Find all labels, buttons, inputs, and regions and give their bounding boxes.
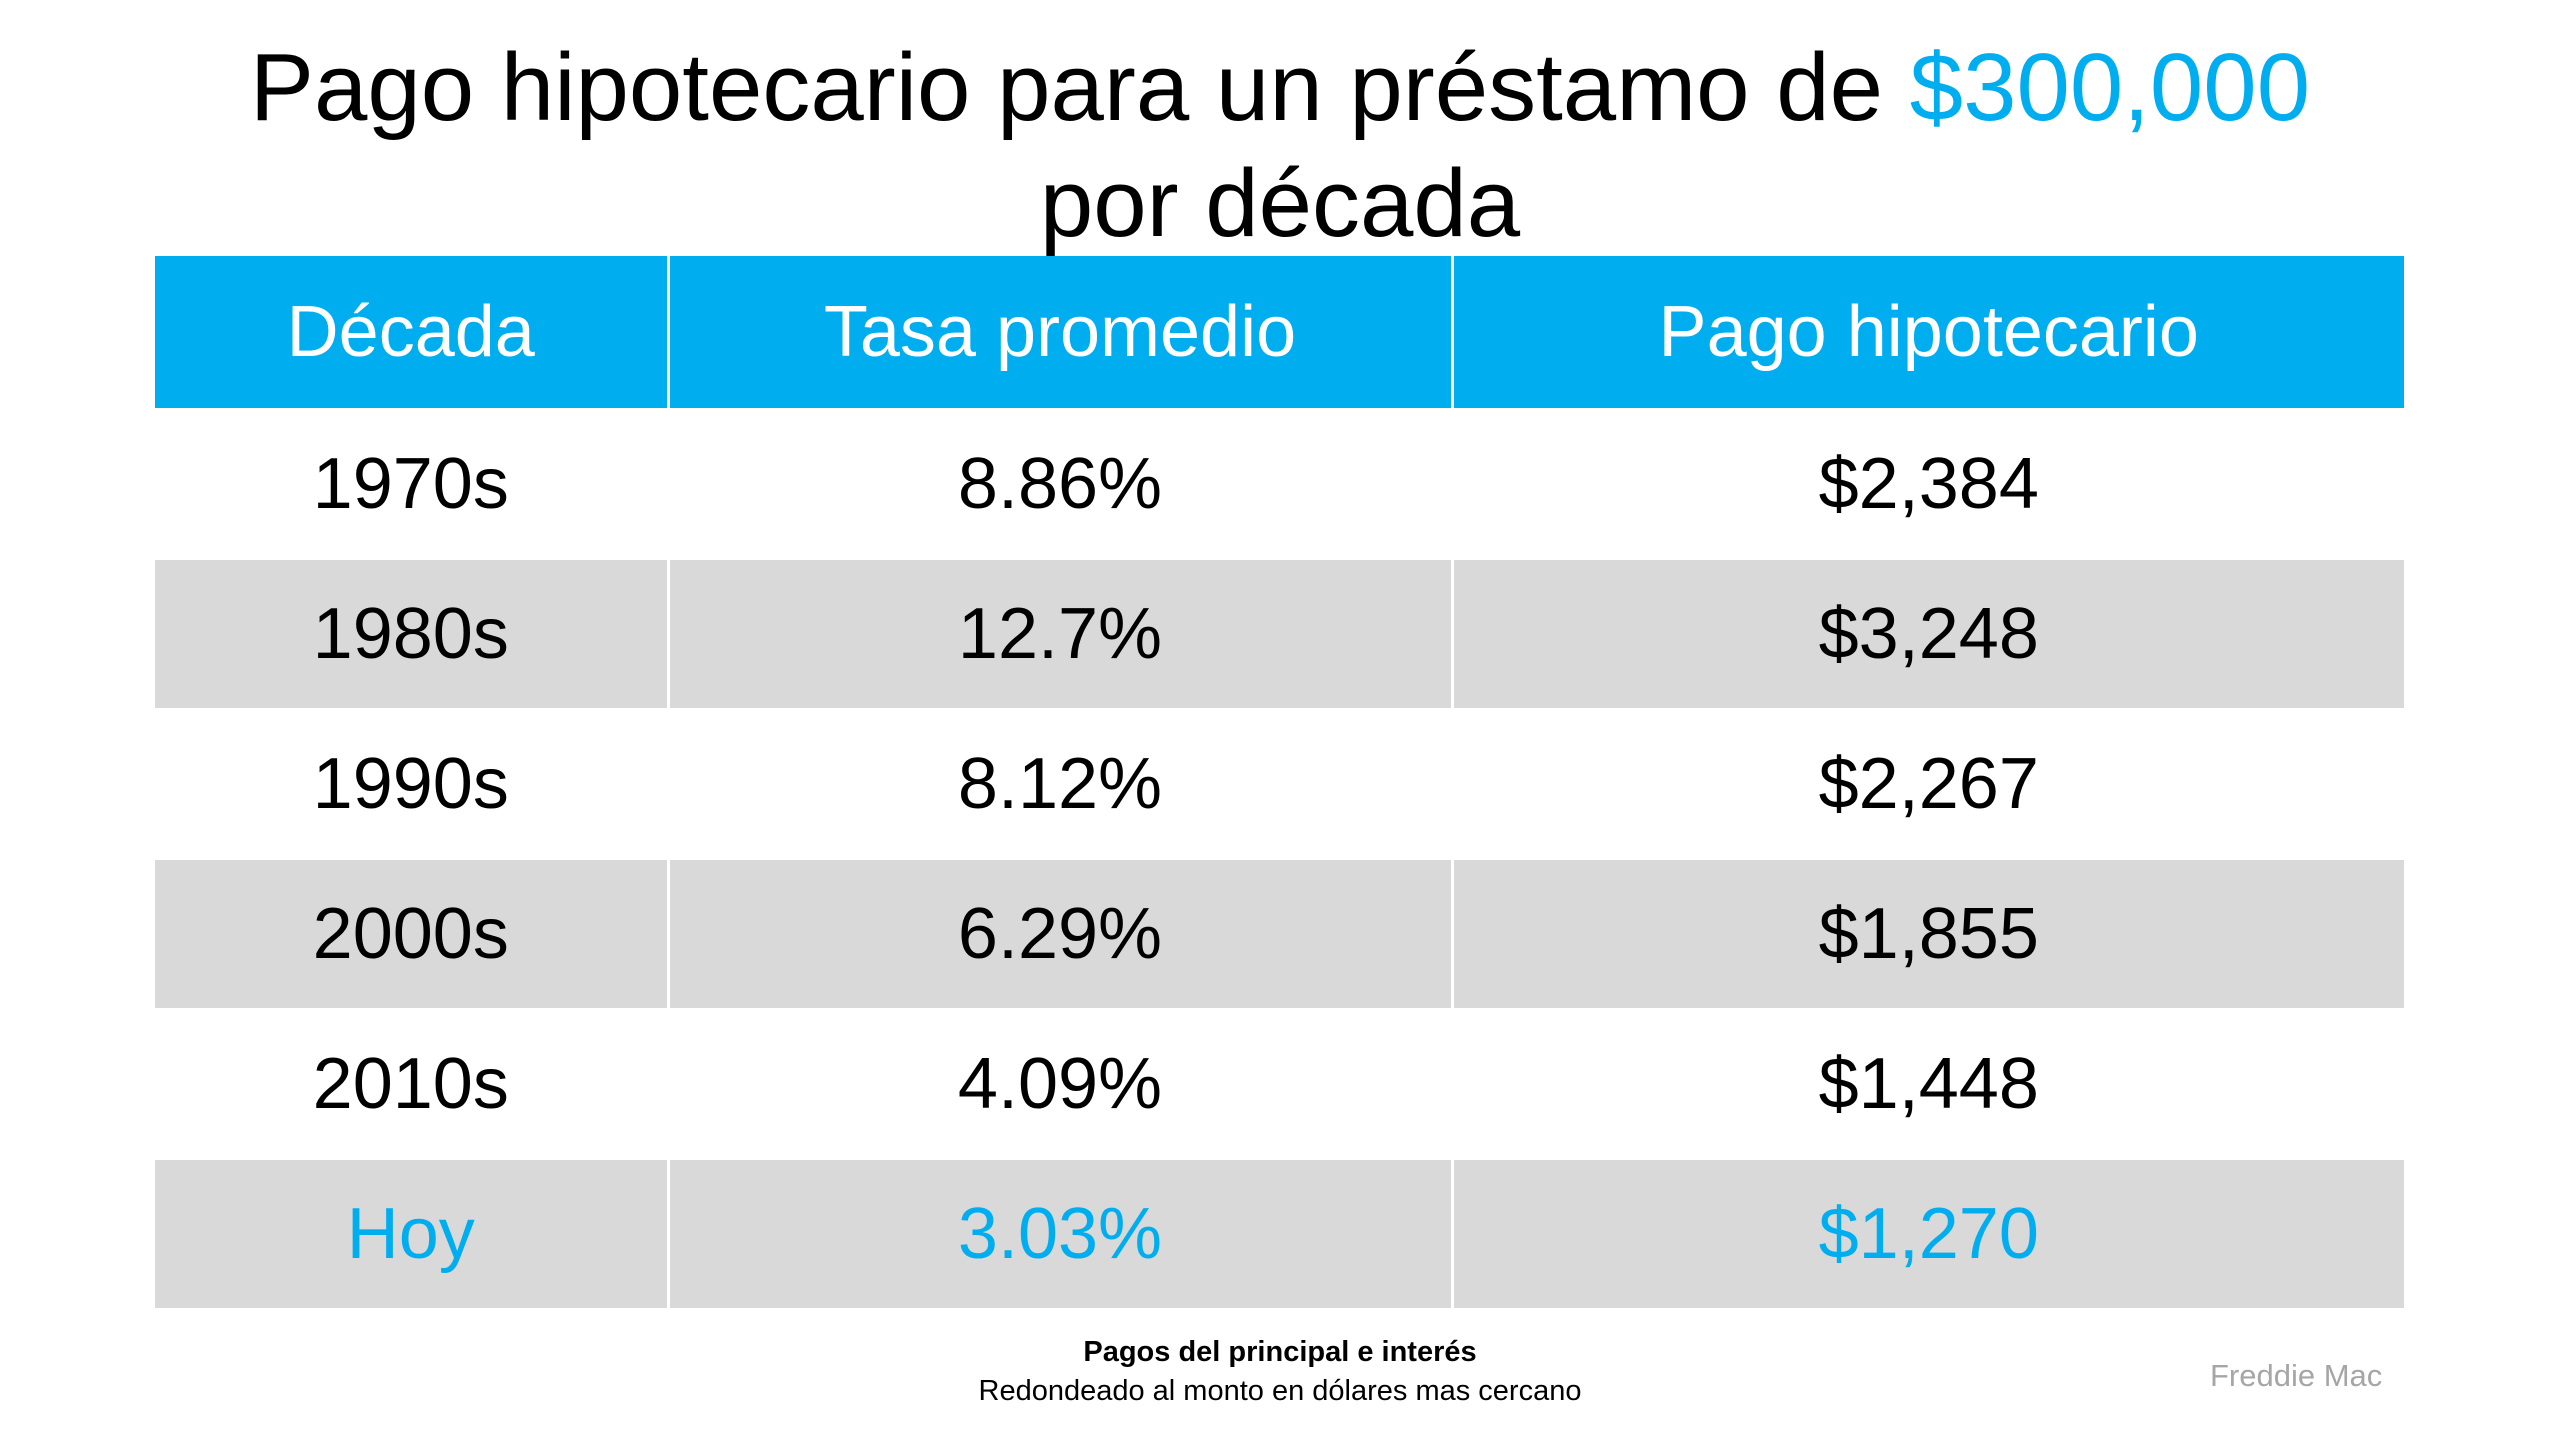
table-row: 2010s 4.09% $1,448 bbox=[155, 1008, 2404, 1159]
rate-cell: 6.29% bbox=[666, 858, 1452, 1009]
decade-cell: 1970s bbox=[155, 408, 668, 559]
title-prefix: Pago hipotecario para un préstamo de bbox=[249, 34, 1910, 141]
footnote-title: Pagos del principal e interés bbox=[1083, 1336, 1477, 1368]
decade-cell: 2000s bbox=[155, 858, 668, 1009]
mortgage-table: Década Tasa promedio Pago hipotecario 19… bbox=[155, 256, 2404, 1308]
rate-cell: 12.7% bbox=[666, 558, 1452, 709]
footnote-detail: Redondeado al monto en dólares mas cerca… bbox=[978, 1375, 1582, 1407]
table-row: 1970s 8.86% $2,384 bbox=[155, 408, 2404, 559]
title-loan-amount: $300,000 bbox=[1909, 34, 2311, 141]
header-decade: Década bbox=[155, 256, 668, 409]
table-row: 1980s 12.7% $3,248 bbox=[155, 558, 2404, 709]
source-label: Freddie Mac bbox=[2210, 1358, 2383, 1393]
rate-cell: 4.09% bbox=[666, 1008, 1452, 1159]
payment-cell: $1,270 bbox=[1450, 1158, 2404, 1308]
payment-cell: $1,448 bbox=[1450, 1008, 2404, 1159]
payment-cell: $2,267 bbox=[1450, 708, 2404, 859]
payment-cell: $1,855 bbox=[1450, 858, 2404, 1009]
rate-cell: 3.03% bbox=[666, 1158, 1452, 1308]
rate-cell: 8.12% bbox=[666, 708, 1452, 859]
rate-cell: 8.86% bbox=[666, 408, 1452, 559]
decade-cell: 1980s bbox=[155, 558, 668, 709]
page-title: Pago hipotecario para un préstamo de $30… bbox=[0, 30, 2560, 262]
header-payment: Pago hipotecario bbox=[1450, 256, 2404, 409]
decade-cell: 1990s bbox=[155, 708, 668, 859]
decade-cell: Hoy bbox=[155, 1158, 668, 1308]
table-row: 1990s 8.12% $2,267 bbox=[155, 708, 2404, 859]
payment-cell: $2,384 bbox=[1450, 408, 2404, 559]
title-line2: por década bbox=[1039, 150, 1521, 257]
table-row-today: Hoy 3.03% $1,270 bbox=[155, 1158, 2404, 1308]
decade-cell: 2010s bbox=[155, 1008, 668, 1159]
payment-cell: $3,248 bbox=[1450, 558, 2404, 709]
table-row: 2000s 6.29% $1,855 bbox=[155, 858, 2404, 1009]
header-rate: Tasa promedio bbox=[666, 256, 1452, 409]
table-header-row: Década Tasa promedio Pago hipotecario bbox=[155, 256, 2404, 409]
